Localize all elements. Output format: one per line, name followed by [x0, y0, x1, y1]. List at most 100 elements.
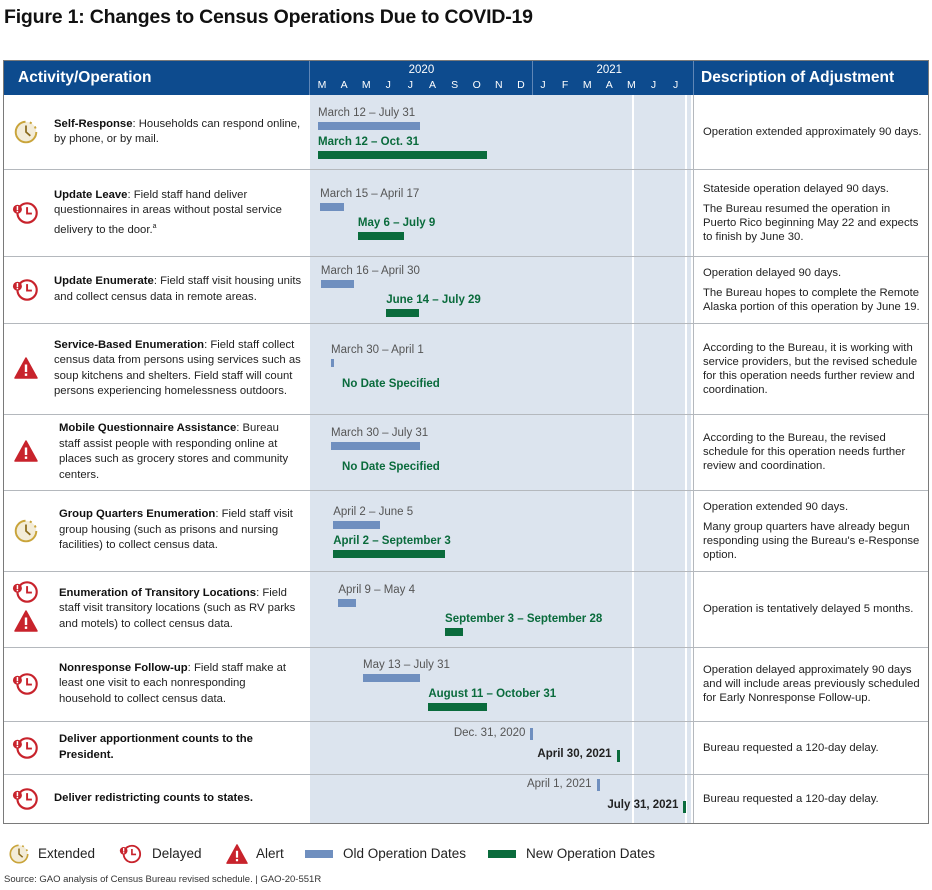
row-divider — [4, 256, 928, 257]
month-tick-label: J — [385, 79, 391, 91]
legend-extended-icon — [8, 842, 30, 873]
new-date-label: June 14 – July 29 — [386, 293, 481, 306]
operations-table: Activity/Operation M A M J J A S O N D 2020 J F M A M J J… — [3, 60, 929, 824]
old-date-label: Dec. 31, 2020 — [453, 726, 526, 739]
description-paragraph: Operation extended approximately 90 days… — [703, 126, 922, 138]
activity-description: : Field staff make at least one visit to… — [59, 661, 287, 705]
extended-icon — [13, 518, 39, 549]
row-divider — [4, 721, 928, 722]
activity-name: Update Enumerate — [54, 275, 154, 287]
activity-text: Self-Response: Households can respond on… — [54, 117, 304, 148]
header-divider — [309, 61, 310, 95]
description-paragraph: Operation is tentatively delayed 5 month… — [703, 603, 914, 615]
old-date-bar — [338, 599, 357, 607]
description-paragraph: Bureau requested a 120-day delay. — [703, 792, 879, 805]
month-tick-label: M — [317, 79, 327, 91]
new-date-bar — [445, 628, 464, 636]
activity-text: Service-Based Enumeration: Field staff c… — [54, 338, 302, 400]
adjustment-description: Operation extended approximately 90 days… — [703, 125, 925, 145]
activity-text: Update Leave: Field staff hand deliver q… — [54, 188, 299, 238]
adjustment-description: Operation extended 90 days. Many group qu… — [703, 500, 925, 568]
delayed-icon — [11, 786, 41, 817]
table-header: Activity/Operation M A M J J A S O N D 2020 J F M A M J J… — [4, 61, 928, 95]
delayed-icon — [11, 277, 41, 308]
new-date-label: April 2 – September 3 — [333, 534, 451, 547]
old-date-bar — [331, 358, 335, 367]
activity-text: Mobile Questionnaire Assistance: Bureau … — [59, 421, 301, 483]
new-date-label: July 31, 2021 — [607, 798, 679, 811]
activity-name: Mobile Questionnaire Assistance — [59, 422, 237, 434]
activity-name: Update Leave — [54, 188, 128, 201]
activity-text: Nonresponse Follow-up: Field staff make … — [59, 661, 299, 708]
legend-new: New Operation Dates — [526, 846, 656, 861]
legend-extended: Extended — [38, 846, 96, 861]
reference-line-jul-2021 — [685, 95, 687, 823]
column-separator — [693, 95, 694, 823]
header-activity: Activity/Operation — [18, 69, 152, 86]
table-row: Nonresponse Follow-up: Field staff make … — [4, 647, 928, 721]
old-date-bar — [320, 279, 354, 288]
adjustment-description: Operation delayed approximately 90 days … — [703, 663, 925, 711]
legend-old: Old Operation Dates — [343, 846, 467, 861]
old-date-label: March 12 – July 31 — [317, 107, 416, 119]
activity-description: : Field staff collect census data from p… — [54, 338, 301, 398]
description-paragraph: Many group quarters have already begun r… — [703, 520, 920, 561]
delayed-icon — [11, 200, 41, 231]
adjustment-description: According to the Bureau, the revised sch… — [703, 431, 925, 479]
description-paragraph: Operation delayed 90 days. — [703, 266, 842, 279]
old-date-label: March 30 – July 31 — [331, 427, 429, 439]
extended-icon — [13, 119, 39, 150]
new-date-label: March 12 – Oct. 31 — [317, 136, 419, 148]
month-tick-label: J — [650, 79, 657, 91]
new-date-label: August 11 – October 31 — [428, 688, 557, 700]
activity-description: : Field staff visit group housing (such … — [59, 508, 293, 551]
activity-text: Update Enumerate: Field staff visit hous… — [54, 274, 304, 305]
new-date-bar — [357, 231, 405, 240]
year-divider — [532, 61, 533, 95]
description-paragraph: Operation delayed approximately 90 days … — [703, 664, 920, 704]
source-note: Source: GAO analysis of Census Bureau re… — [4, 874, 322, 885]
table-row: Deliver redistricting counts to states. A… — [4, 774, 928, 823]
month-tick-label: N — [495, 79, 503, 91]
year-label: 2020 — [408, 64, 435, 76]
month-tick-label: J — [672, 79, 679, 91]
adjustment-description: Stateside operation delayed 90 days. The … — [703, 182, 925, 250]
new-date-bar — [317, 151, 488, 159]
old-date-label: March 30 – April 1 — [331, 343, 424, 356]
footnote-marker: a — [152, 222, 157, 230]
month-tick-label: M — [361, 79, 371, 91]
table-row: Update Enumerate: Field staff visit hous… — [4, 256, 928, 323]
activity-name: Deliver redistricting counts to states. — [54, 791, 254, 804]
year-label: 2021 — [596, 64, 623, 76]
alert-icon — [13, 609, 39, 638]
header-description: Description of Adjustment — [701, 69, 895, 86]
timeline-area — [310, 95, 691, 823]
description-paragraph: The Bureau resumed the operation in Puer… — [703, 202, 919, 243]
old-date-bar — [596, 778, 600, 791]
legend-alert: Alert — [256, 846, 284, 861]
month-tick-label: M — [582, 79, 592, 91]
delayed-icon — [11, 735, 41, 766]
month-tick-label: A — [428, 79, 437, 91]
old-date-bar — [331, 442, 421, 450]
month-tick-label: O — [472, 79, 481, 91]
legend: Extended Delayed Alert Old Operation Dat… — [8, 842, 708, 866]
adjustment-description: Operation delayed 90 days. The Bureau hop… — [703, 266, 925, 320]
old-date-bar — [320, 202, 345, 211]
old-date-bar — [362, 674, 421, 682]
table-row: Self-Response: Households can respond on… — [4, 95, 928, 169]
table-row: Group Quarters Enumeration: Field staff … — [4, 490, 928, 571]
adjustment-description: According to the Bureau, it is working w… — [703, 341, 925, 403]
activity-text: Enumeration of Transitory Locations: Fie… — [59, 586, 304, 633]
new-date-bar — [333, 549, 446, 558]
table-row: Enumeration of Transitory Locations: Fie… — [4, 571, 928, 647]
row-divider — [4, 774, 928, 775]
figure-title: Figure 1: Changes to Census Operations D… — [4, 6, 533, 28]
description-paragraph: Bureau requested a 120-day delay. — [703, 741, 879, 754]
activity-text: Group Quarters Enumeration: Field staff … — [59, 507, 304, 554]
row-divider — [4, 490, 928, 491]
row-divider — [4, 571, 928, 572]
activity-name: Deliver apportionment counts to the Pres… — [59, 733, 253, 761]
month-tick-label: J — [407, 79, 414, 91]
delayed-icon — [11, 671, 41, 702]
